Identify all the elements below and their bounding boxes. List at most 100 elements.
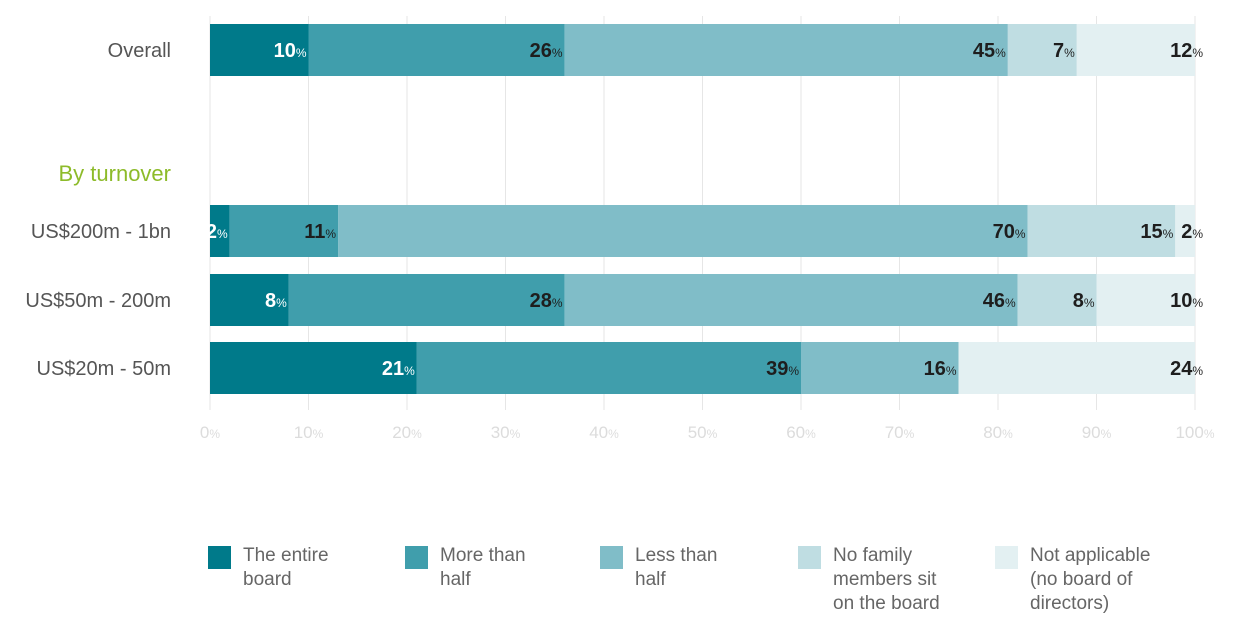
data-label: 10% <box>1170 290 1203 312</box>
x-tick-label: 60% <box>786 423 816 442</box>
x-axis-ticks: 0% 10% 20% 30% 40% 50% 60% 70% 80% 90% 100% <box>200 423 1215 442</box>
data-label: 70% <box>993 221 1026 243</box>
bar-segment <box>338 205 1028 257</box>
bar-segment <box>416 342 801 394</box>
tick-unit: % <box>805 427 816 441</box>
bar-segment <box>1175 205 1195 257</box>
data-label: 2% <box>206 221 228 243</box>
data-label-value: 8 <box>1073 290 1084 312</box>
x-tick-label: 100% <box>1175 423 1214 442</box>
bar-segment <box>1027 205 1176 257</box>
data-label-unit: % <box>995 46 1006 60</box>
data-label: 45% <box>973 40 1006 62</box>
legend-label: The entire board <box>243 545 329 590</box>
group-label-by-turnover: By turnover <box>59 161 172 186</box>
data-label-value: 21 <box>382 358 404 380</box>
legend-swatch <box>405 546 428 569</box>
data-label-value: 2 <box>206 221 217 243</box>
data-label-unit: % <box>788 364 799 378</box>
data-label-unit: % <box>552 296 563 310</box>
x-tick-label: 30% <box>491 423 521 442</box>
legend-label: No family members sit on the board <box>833 545 940 614</box>
legend: The entire board More than half Less than … <box>208 544 1238 620</box>
legend-label: Less than half <box>635 545 718 590</box>
data-label: 7% <box>1053 40 1075 62</box>
category-label: US$20m - 50m <box>37 358 172 380</box>
legend-label: Not applicable (no board of directors) <box>1030 545 1151 614</box>
bar-segment <box>288 274 565 326</box>
data-label-value: 10 <box>1170 290 1192 312</box>
data-label-unit: % <box>296 46 307 60</box>
data-label: 8% <box>265 290 287 312</box>
x-tick-label: 20% <box>392 423 422 442</box>
bar-segment <box>801 342 959 394</box>
data-label-unit: % <box>1005 296 1016 310</box>
data-label-value: 46 <box>983 290 1005 312</box>
bar-segment <box>210 342 417 394</box>
data-label: 39% <box>766 358 799 380</box>
data-label-value: 70 <box>993 221 1015 243</box>
data-label-value: 26 <box>530 40 552 62</box>
bar-segment <box>229 205 339 257</box>
bar-segment <box>210 274 289 326</box>
bars: 10% 26% 45% 7% 12%2% 11% 70% 15% 2%8% 28% 46% 8% 10%… <box>206 24 1203 394</box>
data-label-unit: % <box>1192 364 1203 378</box>
data-label-unit: % <box>1084 296 1095 310</box>
data-label-value: 8 <box>265 290 276 312</box>
data-label-unit: % <box>217 227 228 241</box>
bar-segment <box>1076 24 1195 76</box>
data-label: 12% <box>1170 40 1203 62</box>
legend-item: No family members sit on the board <box>798 544 940 616</box>
x-tick-label: 90% <box>1082 423 1112 442</box>
bar-segment <box>210 205 230 257</box>
tick-unit: % <box>209 427 220 441</box>
data-label-unit: % <box>404 364 415 378</box>
tick-unit: % <box>1101 427 1112 441</box>
bar-segment <box>210 24 309 76</box>
x-tick-label: 70% <box>885 423 915 442</box>
category-label: US$200m - 1bn <box>31 221 171 243</box>
data-label: 2% <box>1181 221 1203 243</box>
data-label: 15% <box>1140 221 1173 243</box>
data-label-unit: % <box>1192 46 1203 60</box>
tick-unit: % <box>313 427 324 441</box>
data-label: 24% <box>1170 358 1203 380</box>
legend-swatch <box>208 546 231 569</box>
x-tick-label: 40% <box>589 423 619 442</box>
legend-label: More than half <box>440 545 526 590</box>
data-label-value: 24 <box>1170 358 1193 380</box>
data-label-unit: % <box>325 227 336 241</box>
tick-unit: % <box>411 427 422 441</box>
data-label-unit: % <box>1064 46 1075 60</box>
bar-segment <box>308 24 565 76</box>
tick-unit: % <box>904 427 915 441</box>
data-label-value: 45 <box>973 40 995 62</box>
data-label: 16% <box>924 358 957 380</box>
data-label: 10% <box>274 40 307 62</box>
bar-segment <box>1096 274 1195 326</box>
x-tick-label: 50% <box>688 423 718 442</box>
data-label: 11% <box>304 221 336 243</box>
data-label: 26% <box>530 40 563 62</box>
data-label-unit: % <box>1192 296 1203 310</box>
bar-segment <box>1017 274 1097 326</box>
data-label: 28% <box>530 290 563 312</box>
data-label-value: 7 <box>1053 40 1064 62</box>
legend-item: Less than half <box>600 544 717 592</box>
data-label-value: 11 <box>304 221 325 243</box>
x-tick-label: 0% <box>200 423 220 442</box>
bar-segment <box>958 342 1195 394</box>
x-tick-label: 80% <box>983 423 1013 442</box>
tick-unit: % <box>1002 427 1013 441</box>
data-label-value: 10 <box>274 40 296 62</box>
data-label-value: 28 <box>530 290 552 312</box>
data-label-unit: % <box>1192 227 1203 241</box>
data-label-unit: % <box>552 46 563 60</box>
category-label: Overall <box>108 40 171 62</box>
data-label: 8% <box>1073 290 1095 312</box>
data-label: 46% <box>983 290 1016 312</box>
data-label-unit: % <box>1015 227 1026 241</box>
data-label-unit: % <box>1163 227 1174 241</box>
tick-unit: % <box>608 427 619 441</box>
